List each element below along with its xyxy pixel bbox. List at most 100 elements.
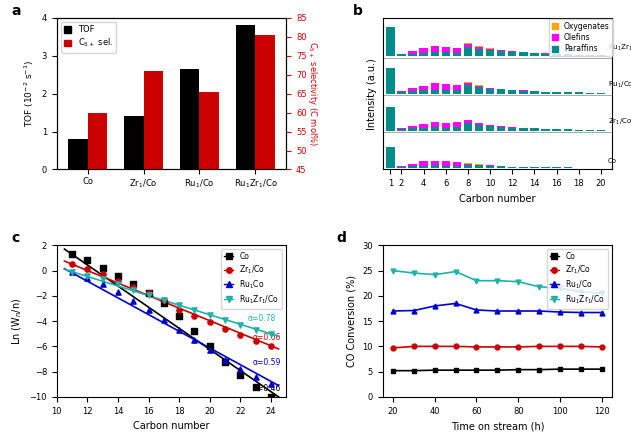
Bar [486,125,494,126]
Point [82,275,92,282]
Bar [452,53,461,57]
Point [235,331,245,339]
Bar [452,91,461,94]
Bar [430,52,439,57]
Bar [575,55,583,57]
Point [98,264,108,272]
Bar [408,166,416,168]
Bar [398,166,406,167]
Text: d: d [337,231,346,245]
Y-axis label: CO Conversion (%): CO Conversion (%) [346,275,357,367]
Point [174,326,184,334]
Bar [519,128,528,131]
Text: α=0.59: α=0.59 [252,358,281,368]
Point [67,260,77,268]
Bar [597,130,605,131]
Text: a: a [11,4,20,18]
Bar [408,164,416,166]
Point [220,357,230,364]
Legend: Co, Zr$_1$/Co, Ru$_1$Co, Ru$_1$Zr$_1$/Co: Co, Zr$_1$/Co, Ru$_1$Co, Ru$_1$Zr$_1$/Co [221,249,283,309]
Bar [497,51,505,57]
Bar [464,163,472,164]
Bar [452,85,461,91]
Y-axis label: Ln (W$_n$/n): Ln (W$_n$/n) [11,297,24,345]
Bar [408,91,416,94]
Bar [464,47,472,57]
Bar [420,165,428,168]
Point [220,358,230,365]
Bar [408,88,416,91]
Point [113,277,123,284]
Bar [553,54,561,57]
Bar [508,51,516,52]
Point [82,266,92,273]
Bar [420,53,428,57]
Bar [597,55,605,57]
Bar [143,71,163,340]
Bar [408,50,416,54]
Bar [442,128,450,131]
Bar [563,129,572,131]
Bar [486,49,494,50]
Point [113,272,123,279]
Point [159,296,169,303]
Bar [530,91,539,94]
Bar [452,48,461,53]
Bar [398,54,406,57]
Point [159,300,169,307]
Bar [180,69,199,169]
Bar [464,85,472,94]
Point [189,313,199,320]
Bar [442,165,450,168]
Bar [497,126,505,127]
Point [204,311,215,318]
Bar [486,165,494,168]
Bar [530,53,539,57]
Bar [464,164,472,165]
Bar [408,126,416,128]
Point [128,284,138,291]
Point [174,306,184,314]
Bar [475,124,483,125]
Point [113,289,123,296]
Point [189,306,199,314]
Point [143,290,153,297]
Bar [475,47,483,49]
Point [204,347,215,354]
Bar [508,128,516,131]
Bar [88,113,107,340]
Bar [597,93,605,94]
Text: α=0.66: α=0.66 [252,333,281,342]
Bar [420,161,428,165]
Point [143,306,153,314]
Point [128,281,138,288]
Bar [541,54,550,57]
X-axis label: Carbon number: Carbon number [133,421,209,431]
Text: α=0.78: α=0.78 [248,314,276,323]
Bar [420,91,428,94]
Point [220,325,230,332]
Y-axis label: C$_{5+}$ selectivity (C mol%): C$_{5+}$ selectivity (C mol%) [306,41,319,146]
Bar [442,47,450,52]
Bar [563,54,572,57]
Point [128,286,138,293]
Bar [475,87,483,94]
Point [67,268,77,276]
Bar [442,84,450,90]
Bar [519,167,528,168]
Point [251,383,261,390]
Bar [430,83,439,90]
Point [220,316,230,323]
Bar [464,120,472,123]
Bar [464,165,472,168]
Bar [475,86,483,87]
Bar [420,124,428,128]
Point [189,336,199,343]
Bar [486,126,494,131]
Bar [408,54,416,57]
Bar [508,90,516,94]
Bar [398,92,406,94]
Point [204,319,215,326]
Bar [497,127,505,131]
Bar [541,91,550,94]
